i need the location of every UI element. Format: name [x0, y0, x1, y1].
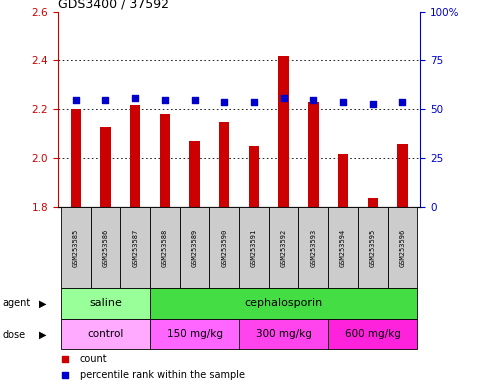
Bar [150, 207, 180, 288]
Text: ▶: ▶ [39, 330, 46, 340]
Text: GSM253594: GSM253594 [340, 228, 346, 267]
Text: GSM253593: GSM253593 [310, 228, 316, 267]
Text: ▶: ▶ [39, 298, 46, 308]
Point [101, 96, 109, 103]
Bar [338, 154, 348, 207]
Point [369, 101, 377, 107]
Bar [91, 207, 120, 288]
Text: GSM253591: GSM253591 [251, 228, 257, 267]
Text: 150 mg/kg: 150 mg/kg [167, 329, 223, 339]
Point [131, 94, 139, 101]
Text: percentile rank within the sample: percentile rank within the sample [80, 370, 245, 381]
Text: 600 mg/kg: 600 mg/kg [345, 329, 400, 339]
Bar [278, 56, 289, 207]
Point [220, 99, 228, 105]
Point [280, 94, 287, 101]
Bar [269, 207, 298, 288]
Bar [61, 207, 91, 288]
Point [398, 99, 406, 105]
Bar [189, 141, 200, 207]
Bar [150, 288, 417, 319]
Text: saline: saline [89, 298, 122, 308]
Text: dose: dose [2, 330, 26, 340]
Bar [239, 319, 328, 349]
Text: cephalosporin: cephalosporin [244, 298, 323, 308]
Point [250, 99, 258, 105]
Text: GDS3400 / 37592: GDS3400 / 37592 [58, 0, 169, 10]
Bar [368, 197, 378, 207]
Bar [328, 319, 417, 349]
Text: 300 mg/kg: 300 mg/kg [256, 329, 312, 339]
Text: GSM253589: GSM253589 [192, 228, 198, 267]
Text: GSM253587: GSM253587 [132, 228, 138, 267]
Text: control: control [87, 329, 124, 339]
Bar [180, 207, 210, 288]
Text: GSM253588: GSM253588 [162, 228, 168, 267]
Bar [397, 144, 408, 207]
Bar [298, 207, 328, 288]
Bar [358, 207, 387, 288]
Point [339, 99, 347, 105]
Bar [210, 207, 239, 288]
Bar [249, 146, 259, 207]
Point [310, 96, 317, 103]
Point [161, 96, 169, 103]
Bar [100, 127, 111, 207]
Text: GSM253585: GSM253585 [73, 228, 79, 267]
Point [72, 96, 80, 103]
Bar [71, 109, 81, 207]
Text: GSM253586: GSM253586 [102, 228, 109, 267]
Point [301, 137, 309, 144]
Text: GSM253590: GSM253590 [221, 228, 227, 267]
Text: GSM253592: GSM253592 [281, 228, 286, 267]
Bar [219, 122, 229, 207]
Bar [130, 104, 141, 207]
Bar [160, 114, 170, 207]
Bar [150, 319, 239, 349]
Text: count: count [80, 354, 107, 364]
Point [191, 96, 199, 103]
Bar [120, 207, 150, 288]
Text: GSM253595: GSM253595 [369, 228, 376, 267]
Bar [328, 207, 358, 288]
Point [301, 285, 309, 291]
Bar [61, 288, 150, 319]
Bar [308, 102, 318, 207]
Bar [239, 207, 269, 288]
Text: agent: agent [2, 298, 30, 308]
Bar [61, 319, 150, 349]
Bar [387, 207, 417, 288]
Text: GSM253596: GSM253596 [399, 228, 405, 267]
